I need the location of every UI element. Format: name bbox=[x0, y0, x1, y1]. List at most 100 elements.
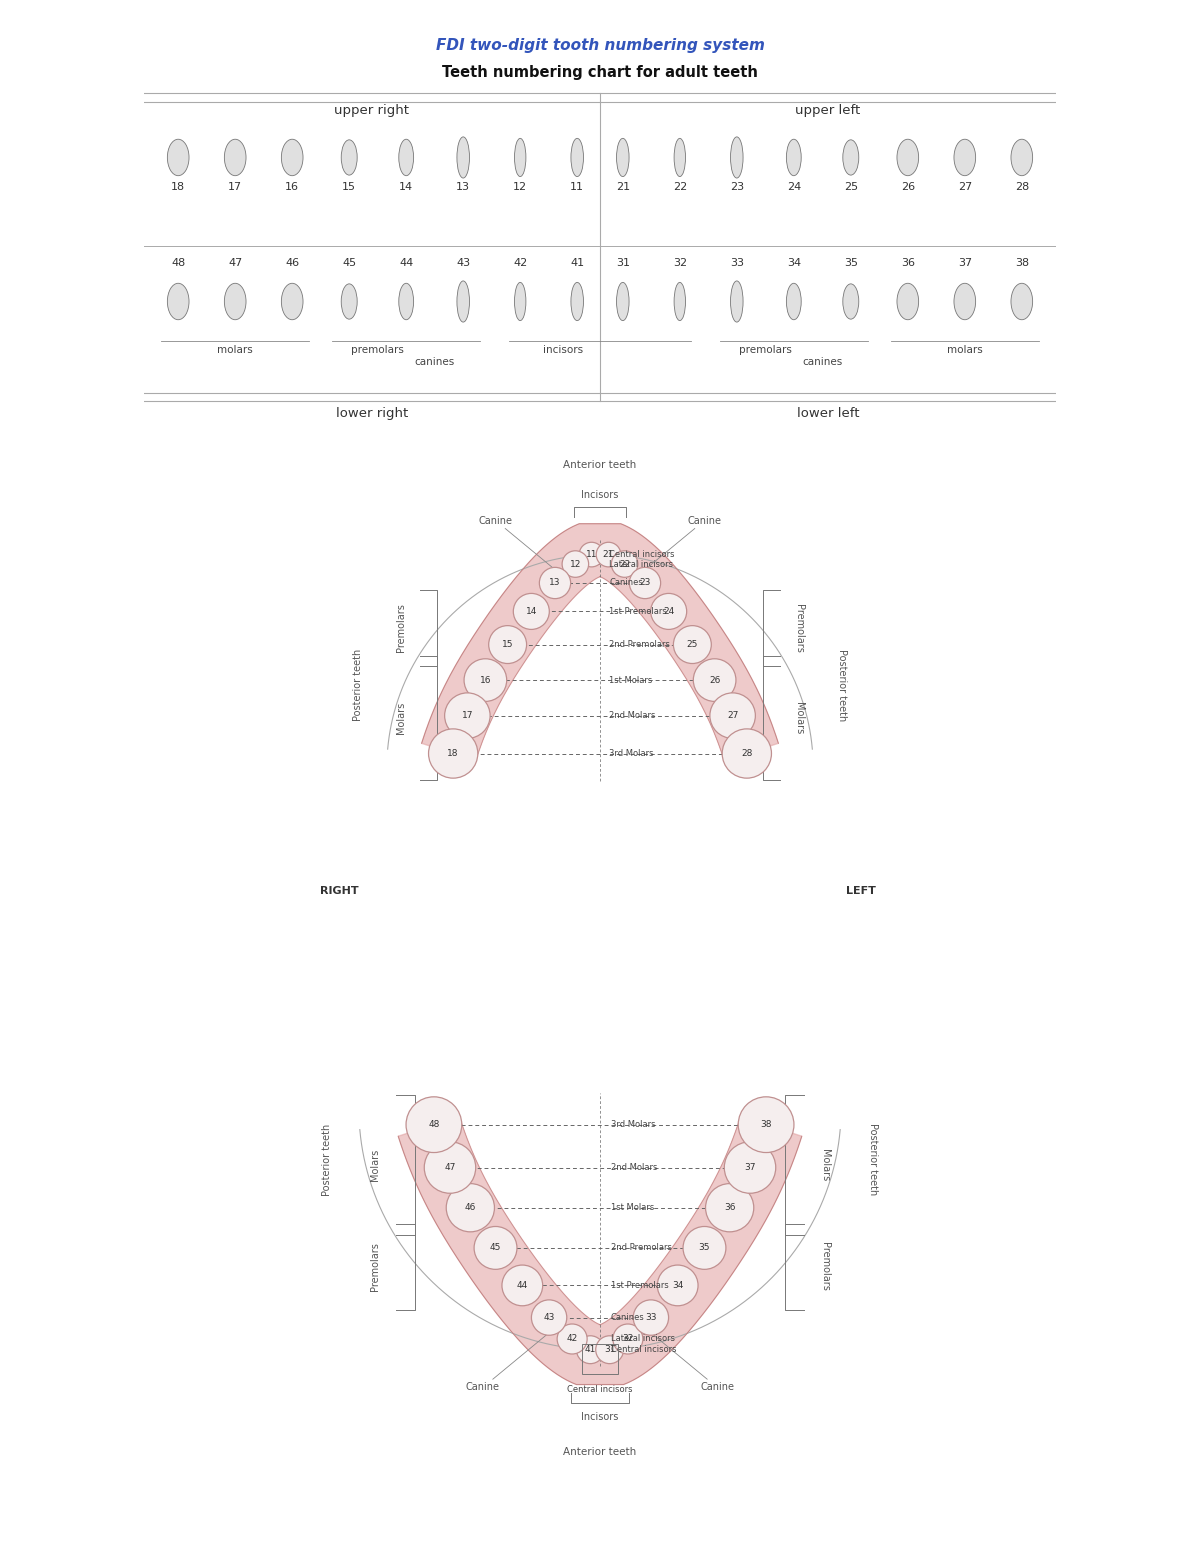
Text: Anterior teeth: Anterior teeth bbox=[563, 1446, 637, 1457]
Circle shape bbox=[694, 658, 736, 702]
Text: premolars: premolars bbox=[739, 345, 792, 356]
Text: Canines: Canines bbox=[611, 1314, 644, 1322]
Text: 12: 12 bbox=[570, 559, 581, 568]
Text: 13: 13 bbox=[456, 182, 470, 193]
Text: Premolars: Premolars bbox=[794, 604, 804, 652]
Text: 47: 47 bbox=[228, 258, 242, 269]
Text: 12: 12 bbox=[514, 182, 527, 193]
Text: Lateral incisors: Lateral incisors bbox=[610, 559, 673, 568]
Text: 21: 21 bbox=[602, 550, 614, 559]
Text: 23: 23 bbox=[640, 579, 650, 587]
Text: 1st Premolars: 1st Premolars bbox=[610, 607, 667, 617]
Text: Premolars: Premolars bbox=[396, 604, 406, 652]
Ellipse shape bbox=[954, 140, 976, 175]
Text: 18: 18 bbox=[172, 182, 185, 193]
Circle shape bbox=[488, 626, 527, 663]
Text: 45: 45 bbox=[342, 258, 356, 269]
Ellipse shape bbox=[167, 283, 190, 320]
Text: 31: 31 bbox=[616, 258, 630, 269]
Circle shape bbox=[673, 626, 712, 663]
Circle shape bbox=[611, 551, 638, 578]
Polygon shape bbox=[421, 523, 779, 761]
Text: 38: 38 bbox=[761, 1120, 772, 1129]
Text: 1st Molars: 1st Molars bbox=[611, 1204, 654, 1213]
Text: Posterior teeth: Posterior teeth bbox=[354, 649, 364, 721]
Text: 3rd Molars: 3rd Molars bbox=[611, 1120, 655, 1129]
Text: Anterior teeth: Anterior teeth bbox=[563, 460, 637, 469]
Text: premolars: premolars bbox=[352, 345, 404, 356]
Text: 1st Premolars: 1st Premolars bbox=[611, 1281, 668, 1291]
Text: FDI two-digit tooth numbering system: FDI two-digit tooth numbering system bbox=[436, 39, 764, 53]
Text: 46: 46 bbox=[286, 258, 299, 269]
Text: 48: 48 bbox=[172, 258, 185, 269]
Ellipse shape bbox=[224, 283, 246, 320]
Ellipse shape bbox=[842, 284, 859, 320]
Text: lower left: lower left bbox=[797, 407, 859, 419]
Ellipse shape bbox=[281, 140, 304, 175]
Text: Premolars: Premolars bbox=[820, 1242, 830, 1291]
Circle shape bbox=[650, 593, 686, 629]
Text: 36: 36 bbox=[901, 258, 914, 269]
Text: LEFT: LEFT bbox=[846, 885, 876, 896]
Ellipse shape bbox=[1010, 283, 1033, 320]
Ellipse shape bbox=[515, 283, 526, 320]
Text: 41: 41 bbox=[570, 258, 584, 269]
Text: Teeth numbering chart for adult teeth: Teeth numbering chart for adult teeth bbox=[442, 65, 758, 79]
Circle shape bbox=[557, 1325, 587, 1354]
Text: molars: molars bbox=[217, 345, 253, 356]
Text: 35: 35 bbox=[844, 258, 858, 269]
Circle shape bbox=[425, 1141, 475, 1193]
Text: 22: 22 bbox=[673, 182, 686, 193]
Text: 14: 14 bbox=[400, 182, 413, 193]
Circle shape bbox=[595, 1336, 624, 1364]
Text: Incisors: Incisors bbox=[581, 491, 619, 500]
Text: 45: 45 bbox=[490, 1244, 502, 1252]
Text: 24: 24 bbox=[787, 182, 800, 193]
Text: Central incisors: Central incisors bbox=[611, 1345, 677, 1354]
Text: Posterior teeth: Posterior teeth bbox=[869, 1123, 878, 1196]
Text: 38: 38 bbox=[1015, 258, 1028, 269]
Text: 13: 13 bbox=[550, 579, 560, 587]
Text: 26: 26 bbox=[901, 182, 914, 193]
Polygon shape bbox=[398, 1117, 802, 1385]
Text: lower right: lower right bbox=[336, 407, 408, 419]
Text: upper left: upper left bbox=[796, 104, 860, 116]
Text: 43: 43 bbox=[544, 1314, 554, 1322]
Ellipse shape bbox=[457, 281, 469, 321]
Text: Canine: Canine bbox=[688, 517, 721, 526]
Text: Posterior teeth: Posterior teeth bbox=[836, 649, 846, 721]
Text: 34: 34 bbox=[787, 258, 800, 269]
Text: molars: molars bbox=[947, 345, 983, 356]
Text: 1st Molars: 1st Molars bbox=[610, 676, 653, 685]
Text: 46: 46 bbox=[464, 1204, 476, 1213]
Text: Canine: Canine bbox=[701, 1382, 734, 1391]
Ellipse shape bbox=[341, 140, 358, 175]
Circle shape bbox=[532, 1300, 566, 1336]
Text: 37: 37 bbox=[744, 1163, 756, 1173]
Text: Molars: Molars bbox=[820, 1149, 830, 1180]
Ellipse shape bbox=[1010, 140, 1033, 175]
Text: RIGHT: RIGHT bbox=[320, 885, 359, 896]
Text: 33: 33 bbox=[646, 1314, 656, 1322]
Text: Molars: Molars bbox=[370, 1149, 380, 1180]
Ellipse shape bbox=[617, 138, 629, 177]
Ellipse shape bbox=[954, 283, 976, 320]
Text: 48: 48 bbox=[428, 1120, 439, 1129]
Text: 28: 28 bbox=[742, 749, 752, 758]
Text: 14: 14 bbox=[526, 607, 538, 617]
Text: 23: 23 bbox=[730, 182, 744, 193]
Text: 2nd Molars: 2nd Molars bbox=[611, 1163, 658, 1173]
Circle shape bbox=[406, 1096, 462, 1152]
Text: 44: 44 bbox=[517, 1281, 528, 1291]
Ellipse shape bbox=[731, 137, 743, 179]
Circle shape bbox=[502, 1266, 542, 1306]
Circle shape bbox=[580, 542, 604, 567]
Circle shape bbox=[539, 567, 571, 598]
Circle shape bbox=[596, 542, 620, 567]
Text: Molars: Molars bbox=[396, 702, 406, 735]
Text: 44: 44 bbox=[400, 258, 413, 269]
Circle shape bbox=[446, 1183, 494, 1232]
Ellipse shape bbox=[674, 138, 685, 177]
Ellipse shape bbox=[786, 283, 802, 320]
Text: 32: 32 bbox=[673, 258, 686, 269]
